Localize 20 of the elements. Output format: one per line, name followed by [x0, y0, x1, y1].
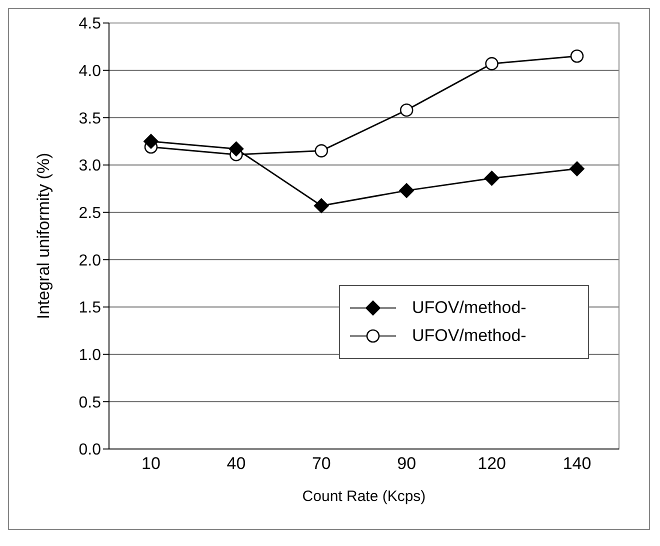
y-tick-label: 3.0: [78, 158, 102, 175]
legend-label: UFOV/method-: [412, 326, 526, 346]
x-tick-label: 40: [226, 454, 246, 474]
y-axis-title: Integral uniformity (%): [34, 152, 54, 320]
x-tick-label: 120: [478, 454, 506, 474]
x-tick-label: 10: [142, 454, 160, 474]
y-tick-label: 4.0: [78, 63, 102, 80]
y-tick-label: 4.5: [78, 16, 102, 33]
x-tick-label: 140: [562, 454, 592, 474]
y-tick-label: 0.0: [78, 442, 102, 459]
x-tick-label: 70: [312, 454, 331, 474]
y-tick-label: 2.0: [78, 252, 102, 270]
y-tick-label: 2.5: [78, 205, 102, 222]
y-tick-label: 0.5: [78, 394, 102, 412]
legend-label: UFOV/method-: [412, 298, 526, 318]
y-tick-label: 1.5: [78, 300, 102, 317]
x-tick-label: 90: [397, 454, 416, 474]
x-axis-title: Count Rate (Kcps): [302, 488, 426, 505]
y-tick-label: 1.0: [78, 347, 102, 364]
y-tick-label: 3.5: [78, 110, 102, 128]
